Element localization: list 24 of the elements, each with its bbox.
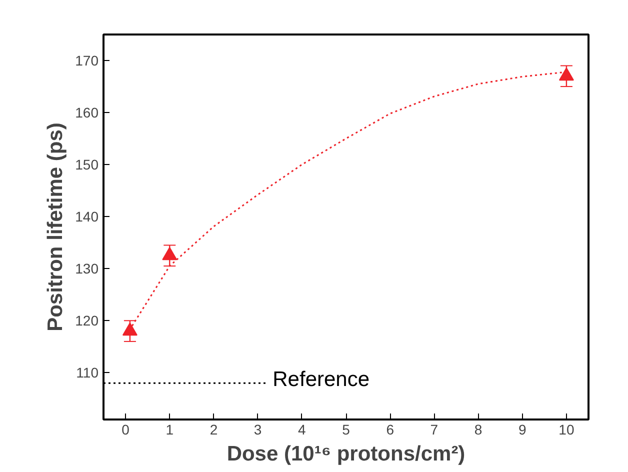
x-tick-label: 2	[210, 422, 218, 438]
x-tick-label: 10	[558, 422, 574, 438]
x-tick-label: 3	[254, 422, 262, 438]
x-tick-label: 7	[430, 422, 438, 438]
y-tick-label: 110	[76, 364, 99, 381]
x-tick-label: 5	[342, 422, 350, 438]
point	[558, 68, 574, 81]
y-tick-label: 160	[75, 104, 99, 121]
point	[122, 322, 138, 336]
x-tick-label: 9	[518, 422, 526, 438]
y-tick-label: 130	[75, 260, 99, 277]
y-tick-label: 150	[75, 156, 99, 173]
x-tick-label: 4	[298, 422, 306, 438]
series-label: Reference	[272, 368, 370, 392]
y-tick-label: 120	[75, 312, 99, 329]
y-axis-title: Positron lifetime (ps)	[44, 122, 68, 332]
y-tick-label: 140	[75, 208, 99, 225]
x-axis-title: Dose (10¹⁶ protons/cm²)	[226, 442, 466, 466]
x-tick-label: 1	[166, 422, 174, 438]
x-tick-label: 6	[386, 422, 394, 438]
x-tick-label: 0	[122, 422, 130, 438]
point	[162, 247, 178, 260]
y-tick-label: 170	[75, 52, 99, 69]
x-tick-label: 8	[474, 422, 482, 438]
